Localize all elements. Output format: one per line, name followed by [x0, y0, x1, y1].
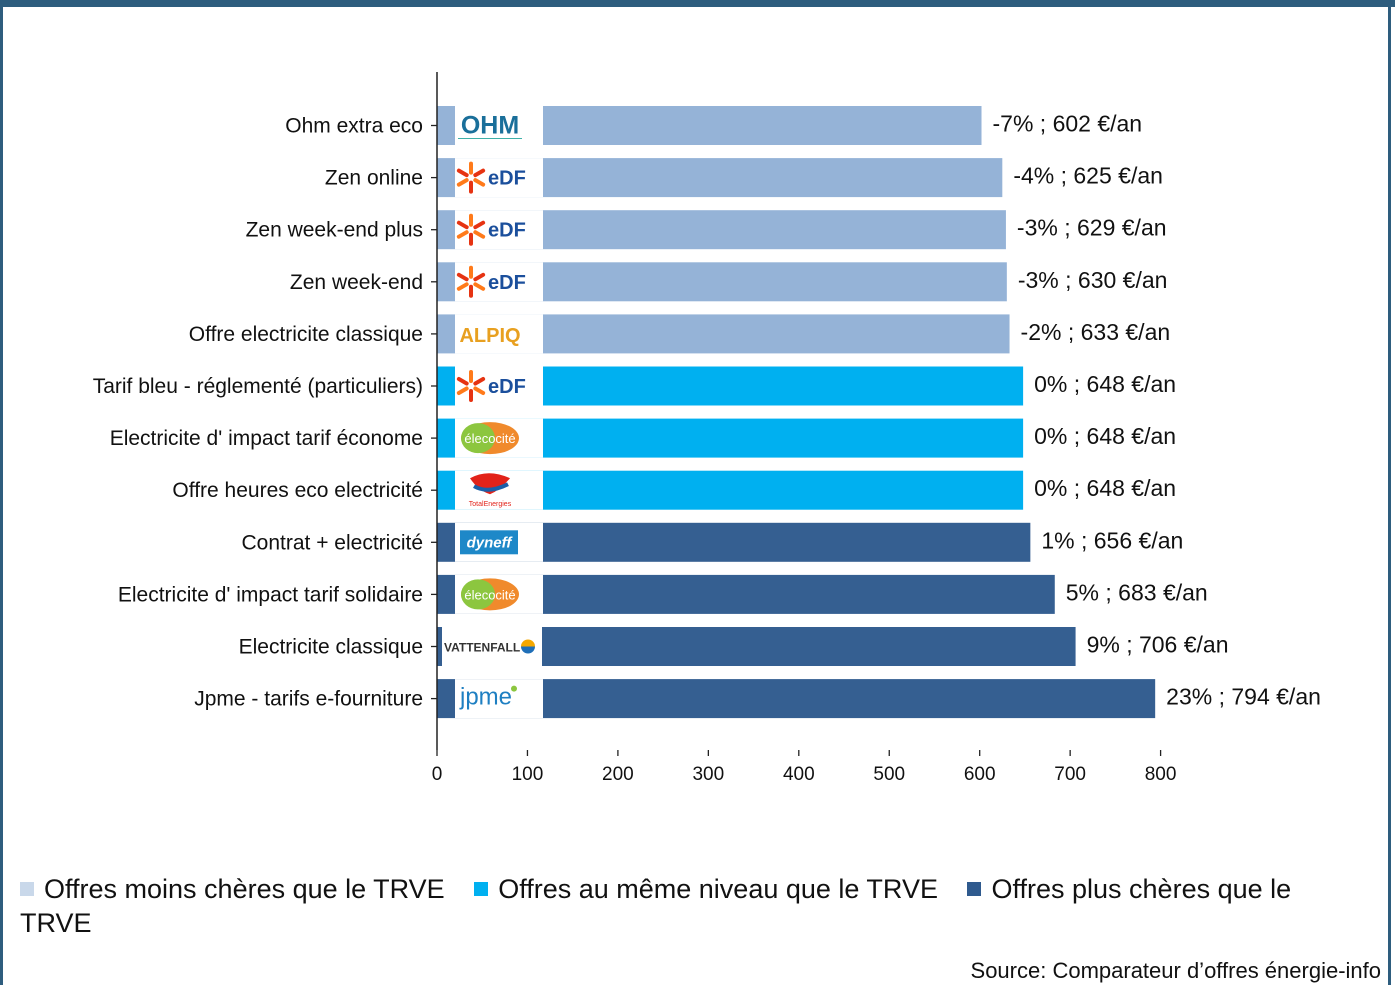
data-label: 9% ; 706 €/an	[1087, 632, 1229, 658]
dyneff-logo: dyneff	[460, 530, 518, 555]
data-label: -4% ; 625 €/an	[1013, 163, 1163, 189]
legend-item-cheaper: Offres moins chères que le TRVE	[20, 874, 445, 904]
category-label: Electricite d' impact tarif économe	[110, 427, 423, 450]
legend-item-more-expensive: Offres plus chères que le TRVE	[20, 874, 1291, 938]
bar-chart: OHM Ohm extra eco -7% ; 602 €/an eDF Zen onl…	[93, 72, 1321, 785]
bar-row-offre-electricite-classique: ALPIQ Offre electricite classique -2% ; 63…	[189, 314, 1171, 354]
category-label: Tarif bleu - réglementé (particuliers)	[93, 375, 423, 398]
data-label: 0% ; 648 €/an	[1034, 475, 1176, 501]
x-tick-label: 300	[692, 764, 724, 785]
category-label: Jpme - tarifs e-fourniture	[194, 688, 423, 711]
logo-text: OHM	[461, 112, 519, 140]
legend-item-same: Offres au même niveau que le TRVE	[474, 874, 938, 904]
category-label: Zen online	[325, 167, 423, 190]
bar-electricite-classique	[437, 627, 1076, 666]
legend-swatch-cheaper	[20, 882, 34, 896]
data-label: 5% ; 683 €/an	[1066, 579, 1208, 605]
jpme-logo: jpme	[459, 684, 517, 711]
category-label: Contrat + electricité	[242, 531, 424, 554]
legend-label-more-expensive: Offres plus chères que le TRVE	[20, 874, 1292, 938]
logo-text: élecocité	[464, 431, 515, 446]
legend-label-cheaper: Offres moins chères que le TRVE	[44, 874, 445, 904]
logo-box	[455, 314, 543, 354]
bar-row-offre-heures-eco-electricite: TotalEnergies Offre heures eco electricit…	[172, 470, 1176, 510]
bar-row-electricite-classique: VATTENFALL Electricite classique 9% ; 706 …	[239, 627, 1229, 666]
ohm-energie-logo: OHM	[458, 112, 522, 140]
data-label: -2% ; 633 €/an	[1021, 319, 1171, 345]
x-axis: 0 100 200 300 400 500 600 700 800	[432, 72, 1177, 785]
x-tick-label: 200	[602, 764, 634, 785]
legend-swatch-same	[474, 882, 489, 896]
x-tick-label: 800	[1145, 764, 1177, 785]
edf-logo: eDF	[456, 265, 526, 298]
edf-rays-icon	[456, 265, 486, 298]
logo-text: eDF	[488, 272, 526, 294]
edf-logo: eDF	[456, 161, 526, 194]
elecocite-logo: élecocité	[461, 578, 519, 611]
bar-row-zen-online: eDF Zen online -4% ; 625 €/an	[325, 158, 1163, 198]
edf-rays-icon	[456, 161, 486, 194]
category-label: Zen week-end plus	[246, 219, 423, 242]
bar-row-tarif-bleu-reglemente-particuliers: eDF Tarif bleu - réglementé (particuliers…	[93, 366, 1176, 406]
category-label: Electricite classique	[239, 636, 423, 659]
logo-text: eDF	[488, 376, 526, 398]
bar-row-zen-week-end: eDF Zen week-end -3% ; 630 €/an	[290, 262, 1168, 302]
bar-jpme-tarifs-e-fourniture	[437, 679, 1156, 719]
logo-text: TotalEnergies	[469, 501, 512, 508]
bar-row-jpme-tarifs-e-fourniture: jpme Jpme - tarifs e-fourniture 23% ; 794 …	[194, 679, 1321, 719]
logo-text: ALPIQ	[459, 325, 520, 347]
data-label: 23% ; 794 €/an	[1166, 684, 1321, 710]
bar-row-electricite-d-impact-tarif-econome: élecocité Electricite d' impact tarif éco…	[110, 418, 1176, 458]
vattenfall-logo: VATTENFALL	[444, 639, 535, 655]
data-label: -7% ; 602 €/an	[993, 111, 1143, 137]
category-label: Ohm extra eco	[285, 115, 423, 138]
alpiq-logo: ALPIQ	[459, 325, 520, 347]
bar-row-electricite-d-impact-tarif-solidaire: élecocité Electricite d' impact tarif sol…	[118, 574, 1208, 614]
x-tick-label: 0	[432, 764, 443, 785]
logo-text: élecocité	[464, 587, 515, 602]
legend: Offres moins chères que le TRVE Offres a…	[20, 872, 1370, 940]
legend-label-same: Offres au même niveau que le TRVE	[498, 874, 938, 904]
x-tick-label: 100	[512, 764, 544, 785]
source-note: Source: Comparateur d’offres énergie-inf…	[970, 958, 1381, 983]
data-label: 1% ; 656 €/an	[1041, 527, 1183, 553]
edf-rays-icon	[456, 370, 486, 402]
logo-text: VATTENFALL	[444, 641, 520, 655]
data-label: 0% ; 648 €/an	[1034, 371, 1176, 397]
logo-text: eDF	[488, 168, 526, 190]
logo-box	[455, 679, 543, 719]
category-label: Zen week-end	[290, 271, 423, 294]
bar-row-contrat-electricite: dyneff Contrat + electricité 1% ; 656 €/an	[242, 522, 1183, 562]
x-tick-label: 500	[873, 764, 905, 785]
logo-text: dyneff	[467, 534, 514, 551]
data-label: 0% ; 648 €/an	[1034, 423, 1176, 449]
data-label: -3% ; 629 €/an	[1017, 215, 1167, 241]
bars-layer: OHM Ohm extra eco -7% ; 602 €/an eDF Zen onl…	[93, 106, 1321, 719]
category-label: Offre heures eco electricité	[172, 479, 423, 502]
top-border	[0, 0, 1395, 7]
x-tick-label: 400	[783, 764, 815, 785]
legend-swatch-more-expensive	[967, 882, 982, 896]
logo-text: eDF	[488, 220, 526, 242]
edf-logo: eDF	[456, 213, 526, 246]
bar-row-ohm-extra-eco: OHM Ohm extra eco -7% ; 602 €/an	[285, 106, 1142, 145]
elecocite-logo: élecocité	[461, 422, 519, 455]
totalenergies-logo: TotalEnergies	[469, 473, 512, 508]
x-tick-label: 700	[1054, 764, 1086, 785]
category-label: Offre electricite classique	[189, 323, 423, 346]
edf-rays-icon	[456, 213, 486, 246]
category-label: Electricite d' impact tarif solidaire	[118, 583, 423, 606]
x-tick-label: 600	[964, 764, 996, 785]
logo-text: jpme	[459, 684, 512, 711]
edf-logo: eDF	[456, 370, 526, 402]
bar-row-zen-week-end-plus: eDF Zen week-end plus -3% ; 629 €/an	[246, 210, 1167, 250]
data-label: -3% ; 630 €/an	[1018, 267, 1168, 293]
